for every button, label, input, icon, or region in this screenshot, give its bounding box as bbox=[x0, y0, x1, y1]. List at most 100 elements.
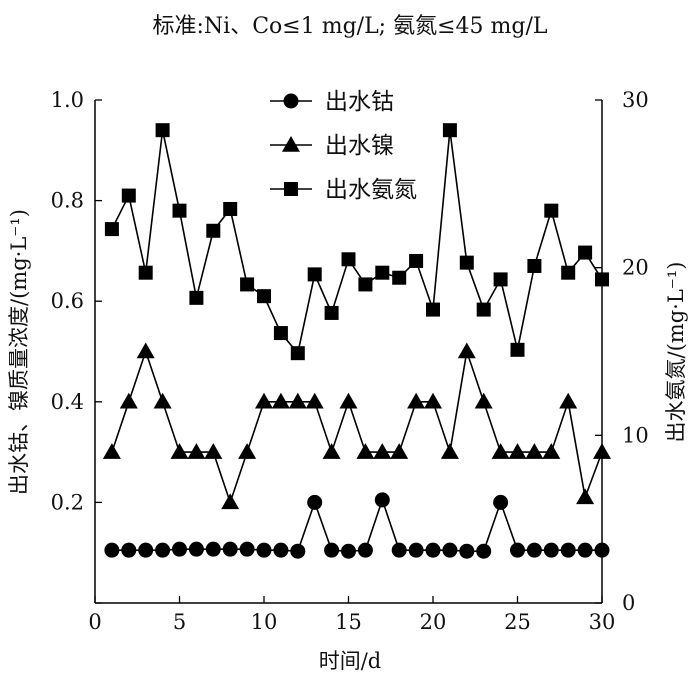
data-point-triangle bbox=[322, 443, 341, 459]
data-point-square bbox=[493, 272, 508, 287]
data-point-circle bbox=[104, 542, 120, 558]
data-point-circle bbox=[290, 543, 306, 559]
y-left-ticks: 0.2 0.4 0.6 0.8 1.0 bbox=[51, 88, 102, 604]
data-point-circle bbox=[256, 542, 272, 558]
series-line bbox=[111, 130, 603, 355]
data-point-circle bbox=[273, 542, 289, 558]
data-point-triangle bbox=[153, 392, 172, 409]
data-point-circle bbox=[172, 541, 187, 557]
data-point-square bbox=[392, 270, 407, 285]
x-tick-label: 15 bbox=[335, 610, 362, 634]
plot-area bbox=[94, 100, 603, 604]
data-point-square bbox=[290, 346, 305, 361]
data-point-circle bbox=[222, 541, 238, 557]
legend-label: 出水氨氮 bbox=[325, 177, 417, 203]
data-point-triangle bbox=[440, 443, 459, 459]
series-triangle bbox=[102, 342, 611, 510]
x-tick-label: 5 bbox=[173, 610, 186, 634]
data-point-square bbox=[324, 305, 339, 320]
data-point-triangle bbox=[576, 488, 595, 505]
y-right-tick-label: 10 bbox=[622, 423, 649, 447]
data-point-square bbox=[273, 326, 288, 341]
data-point-triangle bbox=[593, 443, 611, 459]
y-left-tick-label: 0.6 bbox=[51, 289, 84, 313]
series-circle bbox=[104, 492, 610, 559]
data-point-square bbox=[341, 252, 356, 267]
data-point-circle bbox=[526, 542, 542, 558]
series-square bbox=[104, 123, 609, 361]
data-point-triangle bbox=[424, 392, 442, 409]
data-point-triangle bbox=[508, 443, 527, 459]
data-point-circle bbox=[543, 542, 559, 558]
data-point-square bbox=[257, 289, 271, 304]
data-point-square bbox=[561, 265, 576, 280]
x-tick-label: 10 bbox=[251, 610, 278, 634]
y-right-axis-label: 出水氨氮/(mg·L⁻¹) bbox=[664, 262, 688, 443]
data-point-circle bbox=[425, 542, 441, 558]
x-tick-label: 0 bbox=[88, 610, 101, 634]
y-right-tick-label: 30 bbox=[622, 88, 649, 112]
data-point-square bbox=[426, 302, 440, 317]
data-point-triangle bbox=[271, 392, 290, 409]
data-point-triangle bbox=[390, 443, 409, 459]
data-point-circle bbox=[510, 542, 525, 558]
data-point-circle bbox=[577, 542, 593, 558]
x-tick-label: 25 bbox=[504, 610, 531, 634]
data-point-square bbox=[476, 302, 491, 317]
data-point-triangle bbox=[288, 392, 307, 409]
legend-marker-circle bbox=[283, 93, 299, 109]
data-point-circle bbox=[560, 542, 576, 558]
series-layer bbox=[102, 123, 611, 559]
data-point-square bbox=[510, 342, 525, 357]
data-point-square bbox=[459, 255, 474, 270]
data-point-circle bbox=[493, 494, 509, 510]
legend-marker-square bbox=[284, 182, 298, 196]
data-point-triangle bbox=[255, 392, 273, 409]
data-point-circle bbox=[594, 542, 610, 558]
y-right-ticks: 0 10 20 30 bbox=[595, 88, 649, 615]
data-point-square bbox=[138, 265, 153, 280]
data-point-circle bbox=[357, 542, 373, 558]
data-point-square bbox=[358, 277, 373, 292]
data-point-square bbox=[172, 203, 187, 218]
data-point-square bbox=[595, 272, 609, 287]
data-point-square bbox=[223, 201, 238, 216]
data-point-circle bbox=[459, 543, 475, 559]
data-point-triangle bbox=[221, 493, 240, 510]
y-left-tick-label: 0.4 bbox=[51, 390, 84, 414]
x-tick-label: 20 bbox=[420, 610, 447, 634]
series-line bbox=[111, 497, 602, 553]
data-point-circle bbox=[155, 542, 171, 558]
data-point-square bbox=[527, 258, 542, 273]
y-right-tick-label: 20 bbox=[622, 256, 649, 280]
legend-label: 出水镍 bbox=[325, 133, 394, 159]
data-point-triangle bbox=[474, 392, 493, 409]
data-point-square bbox=[104, 222, 119, 237]
x-axis-label: 时间/d bbox=[319, 649, 382, 673]
data-point-circle bbox=[307, 494, 323, 510]
data-point-triangle bbox=[457, 342, 476, 359]
data-point-triangle bbox=[542, 443, 561, 459]
data-point-circle bbox=[442, 542, 458, 558]
series-line bbox=[111, 348, 603, 505]
legend-marker-triangle bbox=[282, 136, 300, 152]
data-point-triangle bbox=[373, 443, 392, 459]
data-point-circle bbox=[476, 543, 492, 559]
data-point-square bbox=[240, 277, 255, 292]
data-point-circle bbox=[391, 542, 407, 558]
legend-label: 出水钴 bbox=[325, 89, 394, 115]
data-point-square bbox=[206, 223, 221, 238]
y-right-tick-label: 0 bbox=[622, 591, 635, 615]
data-point-circle bbox=[138, 542, 154, 558]
data-point-circle bbox=[188, 541, 204, 557]
y-left-axis-label: 出水钴、镍质量浓度/(mg·L⁻¹) bbox=[7, 209, 31, 495]
data-point-triangle bbox=[136, 342, 155, 359]
data-point-circle bbox=[408, 542, 424, 558]
data-point-triangle bbox=[204, 443, 223, 459]
data-point-square bbox=[544, 203, 559, 218]
data-point-triangle bbox=[407, 392, 426, 409]
data-point-triangle bbox=[238, 443, 257, 459]
data-point-square bbox=[409, 253, 424, 268]
